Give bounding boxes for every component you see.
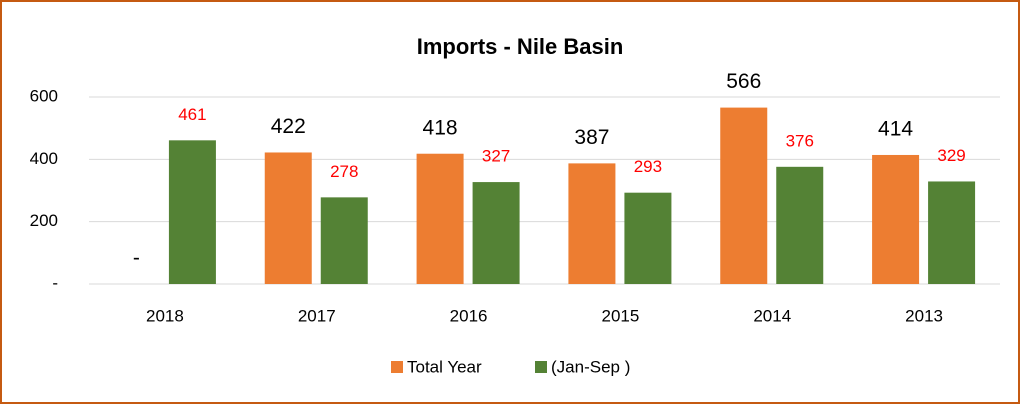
x-tick-label: 2014 <box>753 306 791 325</box>
bar <box>416 153 464 284</box>
bar <box>928 181 976 284</box>
x-tick-label: 2018 <box>146 306 184 325</box>
data-label: 461 <box>178 105 206 124</box>
bar <box>720 107 768 284</box>
data-label: 387 <box>574 126 609 149</box>
data-label: 414 <box>878 118 913 141</box>
legend-label: (Jan-Sep ) <box>551 357 630 376</box>
chart-title: Imports - Nile Basin <box>417 34 624 59</box>
y-tick-label: 200 <box>30 211 58 230</box>
x-tick-label: 2013 <box>905 306 943 325</box>
bar <box>472 182 520 284</box>
bar <box>264 152 312 284</box>
data-label: 293 <box>634 157 662 176</box>
legend-label: Total Year <box>407 357 482 376</box>
bar <box>872 154 920 284</box>
bar <box>168 140 216 284</box>
data-label: 329 <box>937 146 965 165</box>
x-tick-label: 2015 <box>602 306 640 325</box>
legend-swatch <box>535 361 547 373</box>
y-tick-label: - <box>52 273 58 292</box>
data-label: 566 <box>726 70 761 93</box>
data-label: 422 <box>271 115 306 138</box>
y-tick-label: 400 <box>30 149 58 168</box>
bar <box>624 192 672 284</box>
y-tick-label: 600 <box>30 86 58 105</box>
x-tick-label: 2017 <box>298 306 336 325</box>
data-label: 327 <box>482 147 510 166</box>
data-label: - <box>133 247 140 270</box>
bar <box>320 197 368 284</box>
x-tick-label: 2016 <box>450 306 488 325</box>
legend-swatch <box>391 361 403 373</box>
data-label: 278 <box>330 162 358 181</box>
bar <box>776 166 824 284</box>
data-label: 376 <box>786 131 814 150</box>
bar <box>568 163 616 284</box>
data-label: 418 <box>423 116 458 139</box>
